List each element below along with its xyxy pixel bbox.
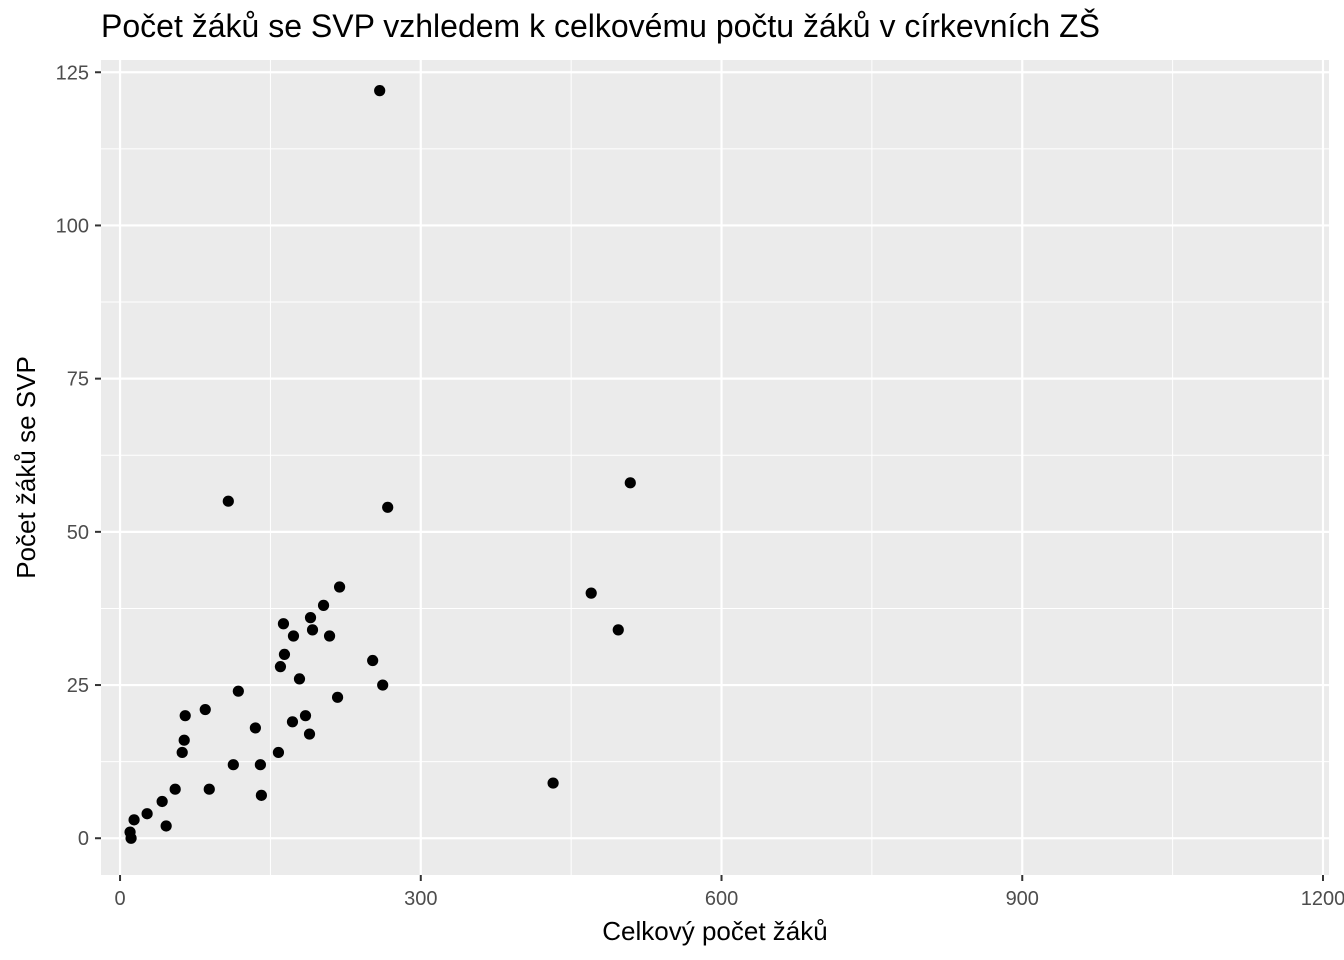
data-point bbox=[331, 691, 344, 703]
x-axis-title: Celkový počet žáků bbox=[602, 916, 827, 946]
data-point bbox=[277, 618, 290, 630]
data-point bbox=[128, 814, 140, 826]
data-point bbox=[323, 630, 336, 642]
data-point bbox=[304, 612, 317, 624]
x-tick-label: 300 bbox=[404, 888, 437, 910]
data-point bbox=[255, 789, 267, 801]
data-point bbox=[274, 661, 287, 673]
data-point bbox=[377, 679, 389, 691]
data-point bbox=[125, 832, 137, 844]
data-points bbox=[124, 85, 636, 844]
data-point bbox=[141, 808, 153, 820]
y-axis-title: Počet žáků se SVP bbox=[11, 356, 41, 579]
data-point bbox=[222, 495, 234, 507]
data-point bbox=[382, 501, 394, 513]
major-gridlines bbox=[101, 60, 1329, 875]
data-point bbox=[612, 624, 624, 636]
data-point bbox=[306, 624, 319, 636]
data-point bbox=[367, 654, 379, 667]
data-point bbox=[160, 820, 172, 832]
data-point bbox=[317, 599, 330, 611]
minor-gridlines bbox=[101, 60, 1329, 875]
data-point bbox=[278, 648, 291, 660]
y-tick-label: 50 bbox=[67, 522, 89, 544]
data-point bbox=[299, 710, 312, 722]
plot-panel bbox=[101, 60, 1329, 875]
data-point bbox=[547, 777, 559, 789]
data-point bbox=[199, 703, 211, 716]
x-tick-label: 600 bbox=[705, 888, 738, 910]
x-tick-label: 0 bbox=[114, 888, 125, 910]
x-tick-label: 1200 bbox=[1301, 888, 1344, 910]
y-axis: 0 25 50 75 100 125 bbox=[56, 62, 101, 850]
y-tick-label: 0 bbox=[78, 828, 89, 850]
data-point bbox=[333, 581, 346, 593]
data-point bbox=[303, 728, 316, 740]
data-point bbox=[249, 722, 261, 734]
data-point bbox=[287, 630, 300, 642]
data-point bbox=[156, 795, 168, 808]
data-point bbox=[272, 746, 285, 759]
data-point bbox=[374, 85, 386, 97]
data-point bbox=[178, 734, 190, 746]
x-tick-label: 900 bbox=[1006, 888, 1039, 910]
y-tick-label: 25 bbox=[67, 675, 89, 697]
y-tick-label: 75 bbox=[67, 369, 89, 391]
data-point bbox=[176, 746, 188, 759]
data-point bbox=[203, 783, 215, 795]
y-tick-label: 125 bbox=[56, 62, 89, 84]
data-point bbox=[227, 759, 239, 771]
chart-title: Počet žáků se SVP vzhledem k celkovému p… bbox=[101, 8, 1100, 44]
data-point bbox=[585, 587, 597, 599]
data-point bbox=[179, 710, 191, 722]
data-point bbox=[624, 477, 636, 489]
y-tick-label: 100 bbox=[56, 215, 89, 237]
data-point bbox=[232, 685, 244, 697]
data-point bbox=[169, 783, 181, 795]
data-point bbox=[293, 673, 306, 685]
data-point bbox=[254, 759, 266, 771]
data-point bbox=[286, 716, 299, 728]
x-axis: 0 300 600 900 1200 bbox=[114, 875, 1344, 910]
